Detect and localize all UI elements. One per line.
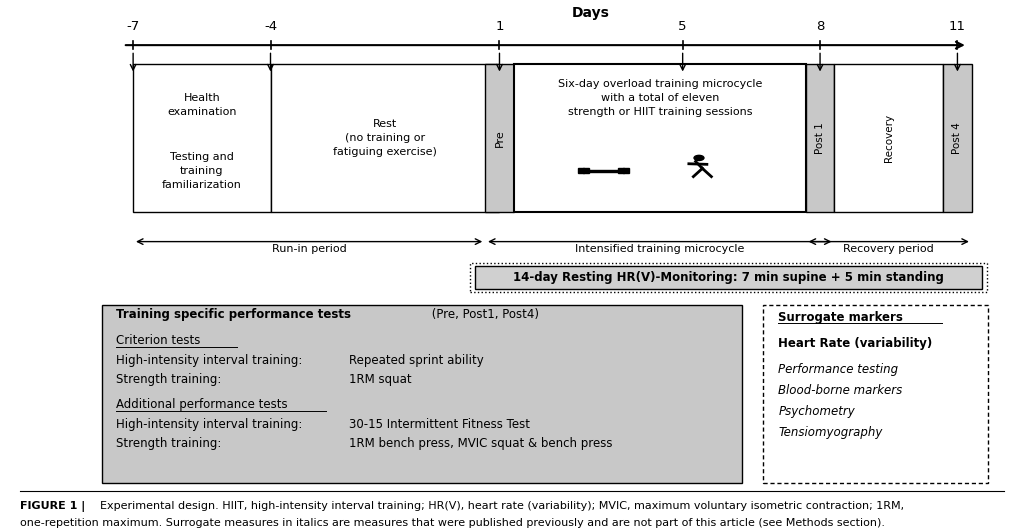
Text: Training specific performance tests: Training specific performance tests xyxy=(116,309,350,321)
Text: Post 1: Post 1 xyxy=(815,122,825,154)
Bar xyxy=(943,64,972,212)
Text: 5: 5 xyxy=(679,21,687,33)
Text: FIGURE 1 |: FIGURE 1 | xyxy=(20,501,86,512)
Text: 14-day Resting HR(V)-Monitoring: 7 min supine + 5 min standing: 14-day Resting HR(V)-Monitoring: 7 min s… xyxy=(513,271,944,284)
Bar xyxy=(514,64,806,212)
Text: High-intensity interval training:: High-intensity interval training: xyxy=(116,354,302,367)
Text: Rest
(no training or
fatiguing exercise): Rest (no training or fatiguing exercise) xyxy=(333,119,437,157)
Text: Performance testing: Performance testing xyxy=(778,363,898,375)
Bar xyxy=(623,168,629,174)
Bar xyxy=(485,64,514,212)
Bar xyxy=(579,168,584,174)
Text: Recovery: Recovery xyxy=(884,114,894,162)
Text: one-repetition maximum. Surrogate measures in italics are measures that were pub: one-repetition maximum. Surrogate measur… xyxy=(20,518,886,528)
Text: -7: -7 xyxy=(127,21,139,33)
Text: -4: -4 xyxy=(264,21,278,33)
Bar xyxy=(763,305,988,483)
Circle shape xyxy=(694,156,703,160)
Text: Additional performance tests: Additional performance tests xyxy=(116,398,288,411)
Bar xyxy=(583,168,589,174)
Text: High-intensity interval training:: High-intensity interval training: xyxy=(116,418,302,431)
Bar xyxy=(618,168,624,174)
Bar xyxy=(470,263,987,292)
Text: Tensiomyography: Tensiomyography xyxy=(778,426,883,439)
Text: Repeated sprint ability: Repeated sprint ability xyxy=(349,354,484,367)
Bar xyxy=(806,64,835,212)
Text: Run-in period: Run-in period xyxy=(271,244,346,254)
Bar xyxy=(589,170,618,172)
Bar xyxy=(835,64,943,212)
Bar xyxy=(270,64,500,212)
Text: Experimental design. HIIT, high-intensity interval training; HR(V), heart rate (: Experimental design. HIIT, high-intensit… xyxy=(100,501,904,511)
Bar xyxy=(475,266,982,289)
Text: Strength training:: Strength training: xyxy=(116,437,221,450)
Text: Criterion tests: Criterion tests xyxy=(116,334,200,347)
Text: 1RM squat: 1RM squat xyxy=(349,373,412,386)
Text: Health
examination: Health examination xyxy=(167,93,237,117)
Text: 30-15 Intermittent Fitness Test: 30-15 Intermittent Fitness Test xyxy=(349,418,530,431)
Text: Recovery period: Recovery period xyxy=(844,244,934,254)
Text: Blood-borne markers: Blood-borne markers xyxy=(778,384,902,397)
Text: Testing and
training
familiarization: Testing and training familiarization xyxy=(162,152,242,190)
Text: Heart Rate (variability): Heart Rate (variability) xyxy=(778,337,933,350)
Text: Six-day overload training microcycle
with a total of eleven
strength or HIIT tra: Six-day overload training microcycle wit… xyxy=(558,79,762,117)
Text: Post 4: Post 4 xyxy=(952,122,963,154)
Text: Psychometry: Psychometry xyxy=(778,405,855,418)
Text: 11: 11 xyxy=(949,21,966,33)
Text: Surrogate markers: Surrogate markers xyxy=(778,311,903,323)
Text: Strength training:: Strength training: xyxy=(116,373,221,386)
Text: 1RM bench press, MVIC squat & bench press: 1RM bench press, MVIC squat & bench pres… xyxy=(349,437,612,450)
Text: Days: Days xyxy=(572,6,610,20)
Bar xyxy=(133,64,270,212)
Text: (Pre, Post1, Post4): (Pre, Post1, Post4) xyxy=(428,309,539,321)
Text: 8: 8 xyxy=(816,21,824,33)
Text: 1: 1 xyxy=(496,21,504,33)
Bar xyxy=(102,305,742,483)
Text: Pre: Pre xyxy=(495,129,505,147)
Text: Intensified training microcycle: Intensified training microcycle xyxy=(575,244,744,254)
